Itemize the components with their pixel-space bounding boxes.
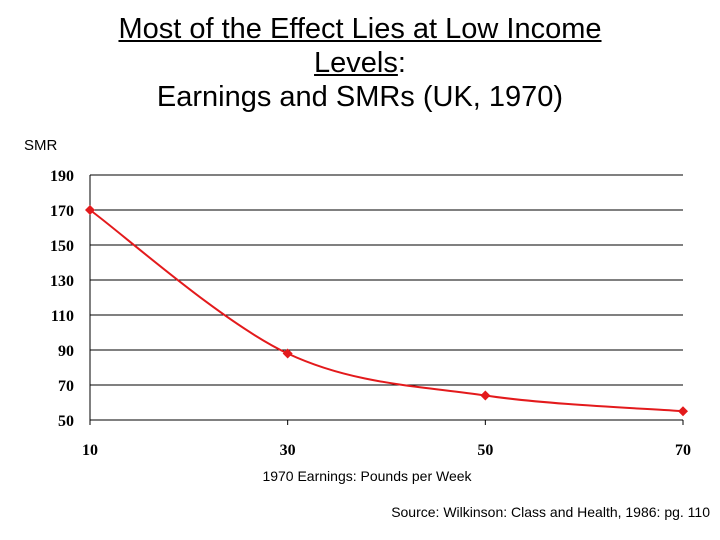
series-line-0 [89,209,684,413]
x-tick-label-30: 30 [280,442,296,459]
title-line-1a: Most of the Effect Lies at Low Income [118,13,602,45]
title-line-1b: Levels [314,47,398,79]
y-tick-label-170: 170 [50,203,74,220]
y-tick-label-150: 150 [50,238,74,255]
data-point-50 [480,390,491,401]
x-tick-label-70: 70 [675,442,691,459]
title-colon: : [397,47,406,79]
y-axis-label: SMR [24,137,58,154]
y-tick-label-190: 190 [50,168,74,185]
data-point-70 [678,406,688,417]
chart-title: Most of the Effect Lies at Low Income Le… [60,12,660,114]
y-tick-label-130: 130 [50,273,74,290]
x-tick-label-10: 10 [82,442,98,459]
title-line-1b-row: Levels: [60,46,660,80]
source-note: Source: Wilkinson: Class and Health, 198… [391,504,710,520]
data-point-10 [85,205,95,215]
y-tick-label-110: 110 [51,308,74,325]
title-line-2: Earnings and SMRs (UK, 1970) [156,81,564,113]
data-point-30 [282,348,293,359]
title-line-1: Most of the Effect Lies at Low Income [60,12,660,46]
x-tick-label-50: 50 [477,442,493,459]
x-axis-label: 1970 Earnings: Pounds per Week [262,468,472,484]
y-tick-label-90: 90 [58,343,74,360]
y-tick-label-70: 70 [58,378,74,395]
y-tick-label-50: 50 [58,413,74,430]
